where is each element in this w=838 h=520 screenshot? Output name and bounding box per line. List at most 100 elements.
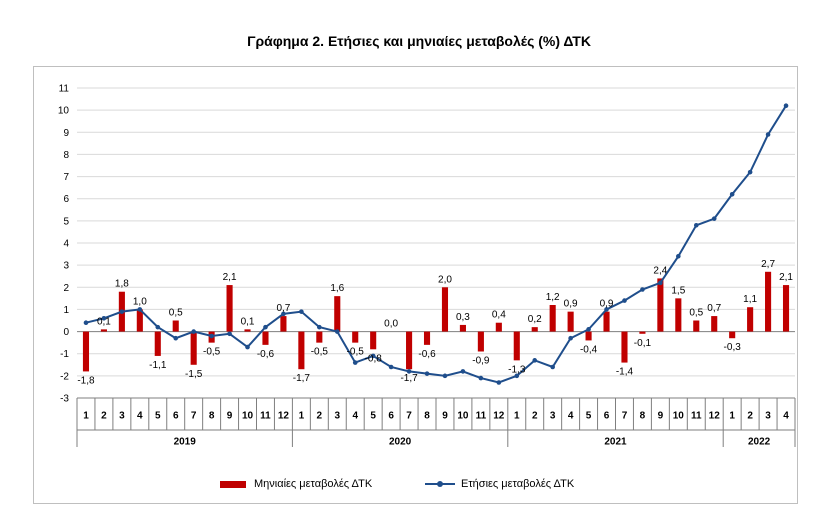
y-tick-label: 10	[58, 106, 70, 117]
bar-data-label: -0,5	[203, 347, 221, 358]
bar	[531, 327, 538, 332]
month-tick-label: 4	[783, 411, 789, 422]
line-point	[334, 329, 340, 334]
line-point	[532, 358, 538, 363]
bar-data-label: 0,9	[600, 299, 614, 310]
y-tick-label: 7	[63, 172, 69, 183]
bar	[262, 331, 269, 345]
y-tick-label: 0	[63, 327, 69, 338]
line-point	[352, 360, 358, 365]
bar-data-label: -0,3	[724, 342, 742, 353]
line-point	[586, 327, 591, 332]
month-tick-label: 1	[299, 411, 305, 422]
line-point	[317, 324, 322, 330]
y-tick-label: 5	[63, 216, 69, 227]
month-tick-label: 2	[747, 411, 753, 422]
bar	[639, 331, 646, 334]
line-point	[711, 216, 717, 221]
month-tick-label: 10	[673, 411, 685, 422]
chart-frame	[33, 66, 798, 504]
line-point	[209, 333, 214, 339]
bar	[154, 331, 161, 356]
bar-data-label: 1,6	[330, 283, 344, 294]
year-label: 2022	[748, 437, 771, 448]
bar-data-label: -1,3	[508, 364, 526, 375]
bar-data-label: 0,7	[276, 303, 290, 314]
bar-data-label: -1,7	[293, 373, 311, 384]
month-tick-label: 9	[442, 411, 448, 422]
line-point	[299, 309, 304, 314]
bar	[765, 271, 772, 332]
bar	[244, 329, 251, 332]
bar-data-label: 2,1	[779, 272, 793, 283]
month-tick-label: 6	[604, 411, 610, 422]
bar-data-label: -0,4	[580, 344, 598, 355]
y-tick-label: 3	[63, 261, 69, 272]
bar	[190, 331, 197, 365]
bar-data-label: 1,2	[546, 292, 560, 303]
month-tick-label: 7	[622, 411, 628, 422]
month-tick-label: 12	[709, 411, 721, 422]
bar	[513, 331, 520, 361]
month-tick-label: 11	[260, 411, 271, 422]
y-tick-label: -3	[60, 394, 69, 405]
month-tick-label: 1	[83, 411, 89, 422]
bar	[82, 331, 90, 372]
bar-data-label: -1,7	[400, 373, 418, 384]
bar	[495, 322, 502, 332]
bar-data-label: -0,5	[311, 347, 329, 358]
line-point	[191, 329, 196, 334]
legend-bar-label: Μηνιαίες μεταβολές ΔΤΚ	[254, 478, 373, 490]
bar	[567, 311, 574, 332]
month-tick-label: 2	[532, 411, 538, 422]
line-point	[155, 324, 161, 330]
bar-data-label: 2,4	[653, 265, 667, 276]
month-tick-label: 4	[137, 411, 143, 422]
year-label: 2019	[174, 437, 197, 448]
legend-bar-swatch	[220, 480, 246, 488]
bar-data-label: 1,8	[115, 279, 129, 290]
month-tick-label: 8	[640, 411, 646, 422]
bar	[729, 331, 736, 339]
month-tick-label: 1	[514, 411, 520, 422]
y-tick-label: 11	[59, 84, 70, 95]
legend-line: Ετήσιες μεταβολές ΔΤΚ	[425, 478, 574, 490]
y-tick-label: 2	[63, 283, 69, 294]
line-point	[604, 307, 609, 312]
year-label: 2020	[389, 437, 412, 448]
line-point	[658, 280, 663, 286]
month-tick-label: 5	[370, 411, 376, 422]
annual-change-line	[85, 105, 787, 384]
bar	[657, 278, 664, 332]
bar	[549, 305, 556, 332]
bar	[352, 331, 359, 343]
bar-data-label: -1,4	[616, 367, 634, 378]
line-point	[550, 364, 555, 370]
line-point	[693, 222, 699, 228]
bar-data-label: -0,5	[347, 347, 365, 358]
line-point	[263, 324, 268, 330]
bar	[585, 331, 592, 341]
bar	[477, 331, 484, 352]
line-point	[765, 132, 771, 137]
month-tick-label: 7	[406, 411, 412, 422]
month-tick-label: 5	[155, 411, 161, 422]
legend-line-swatch	[425, 480, 455, 488]
month-tick-label: 4	[352, 411, 358, 422]
month-tick-label: 6	[388, 411, 394, 422]
bar-data-label: 2,7	[761, 259, 775, 270]
bar	[747, 307, 754, 332]
line-point	[496, 380, 502, 385]
line-point	[83, 320, 89, 326]
bar	[280, 316, 287, 332]
month-tick-label: 7	[191, 411, 197, 422]
y-tick-label: 9	[63, 128, 69, 139]
bar	[675, 298, 682, 332]
line-point	[424, 371, 430, 376]
bar	[459, 324, 466, 332]
month-tick-label: 5	[586, 411, 592, 422]
bar	[711, 316, 718, 332]
line-point	[478, 375, 484, 381]
y-tick-label: 8	[63, 150, 69, 161]
month-tick-label: 11	[476, 411, 487, 422]
